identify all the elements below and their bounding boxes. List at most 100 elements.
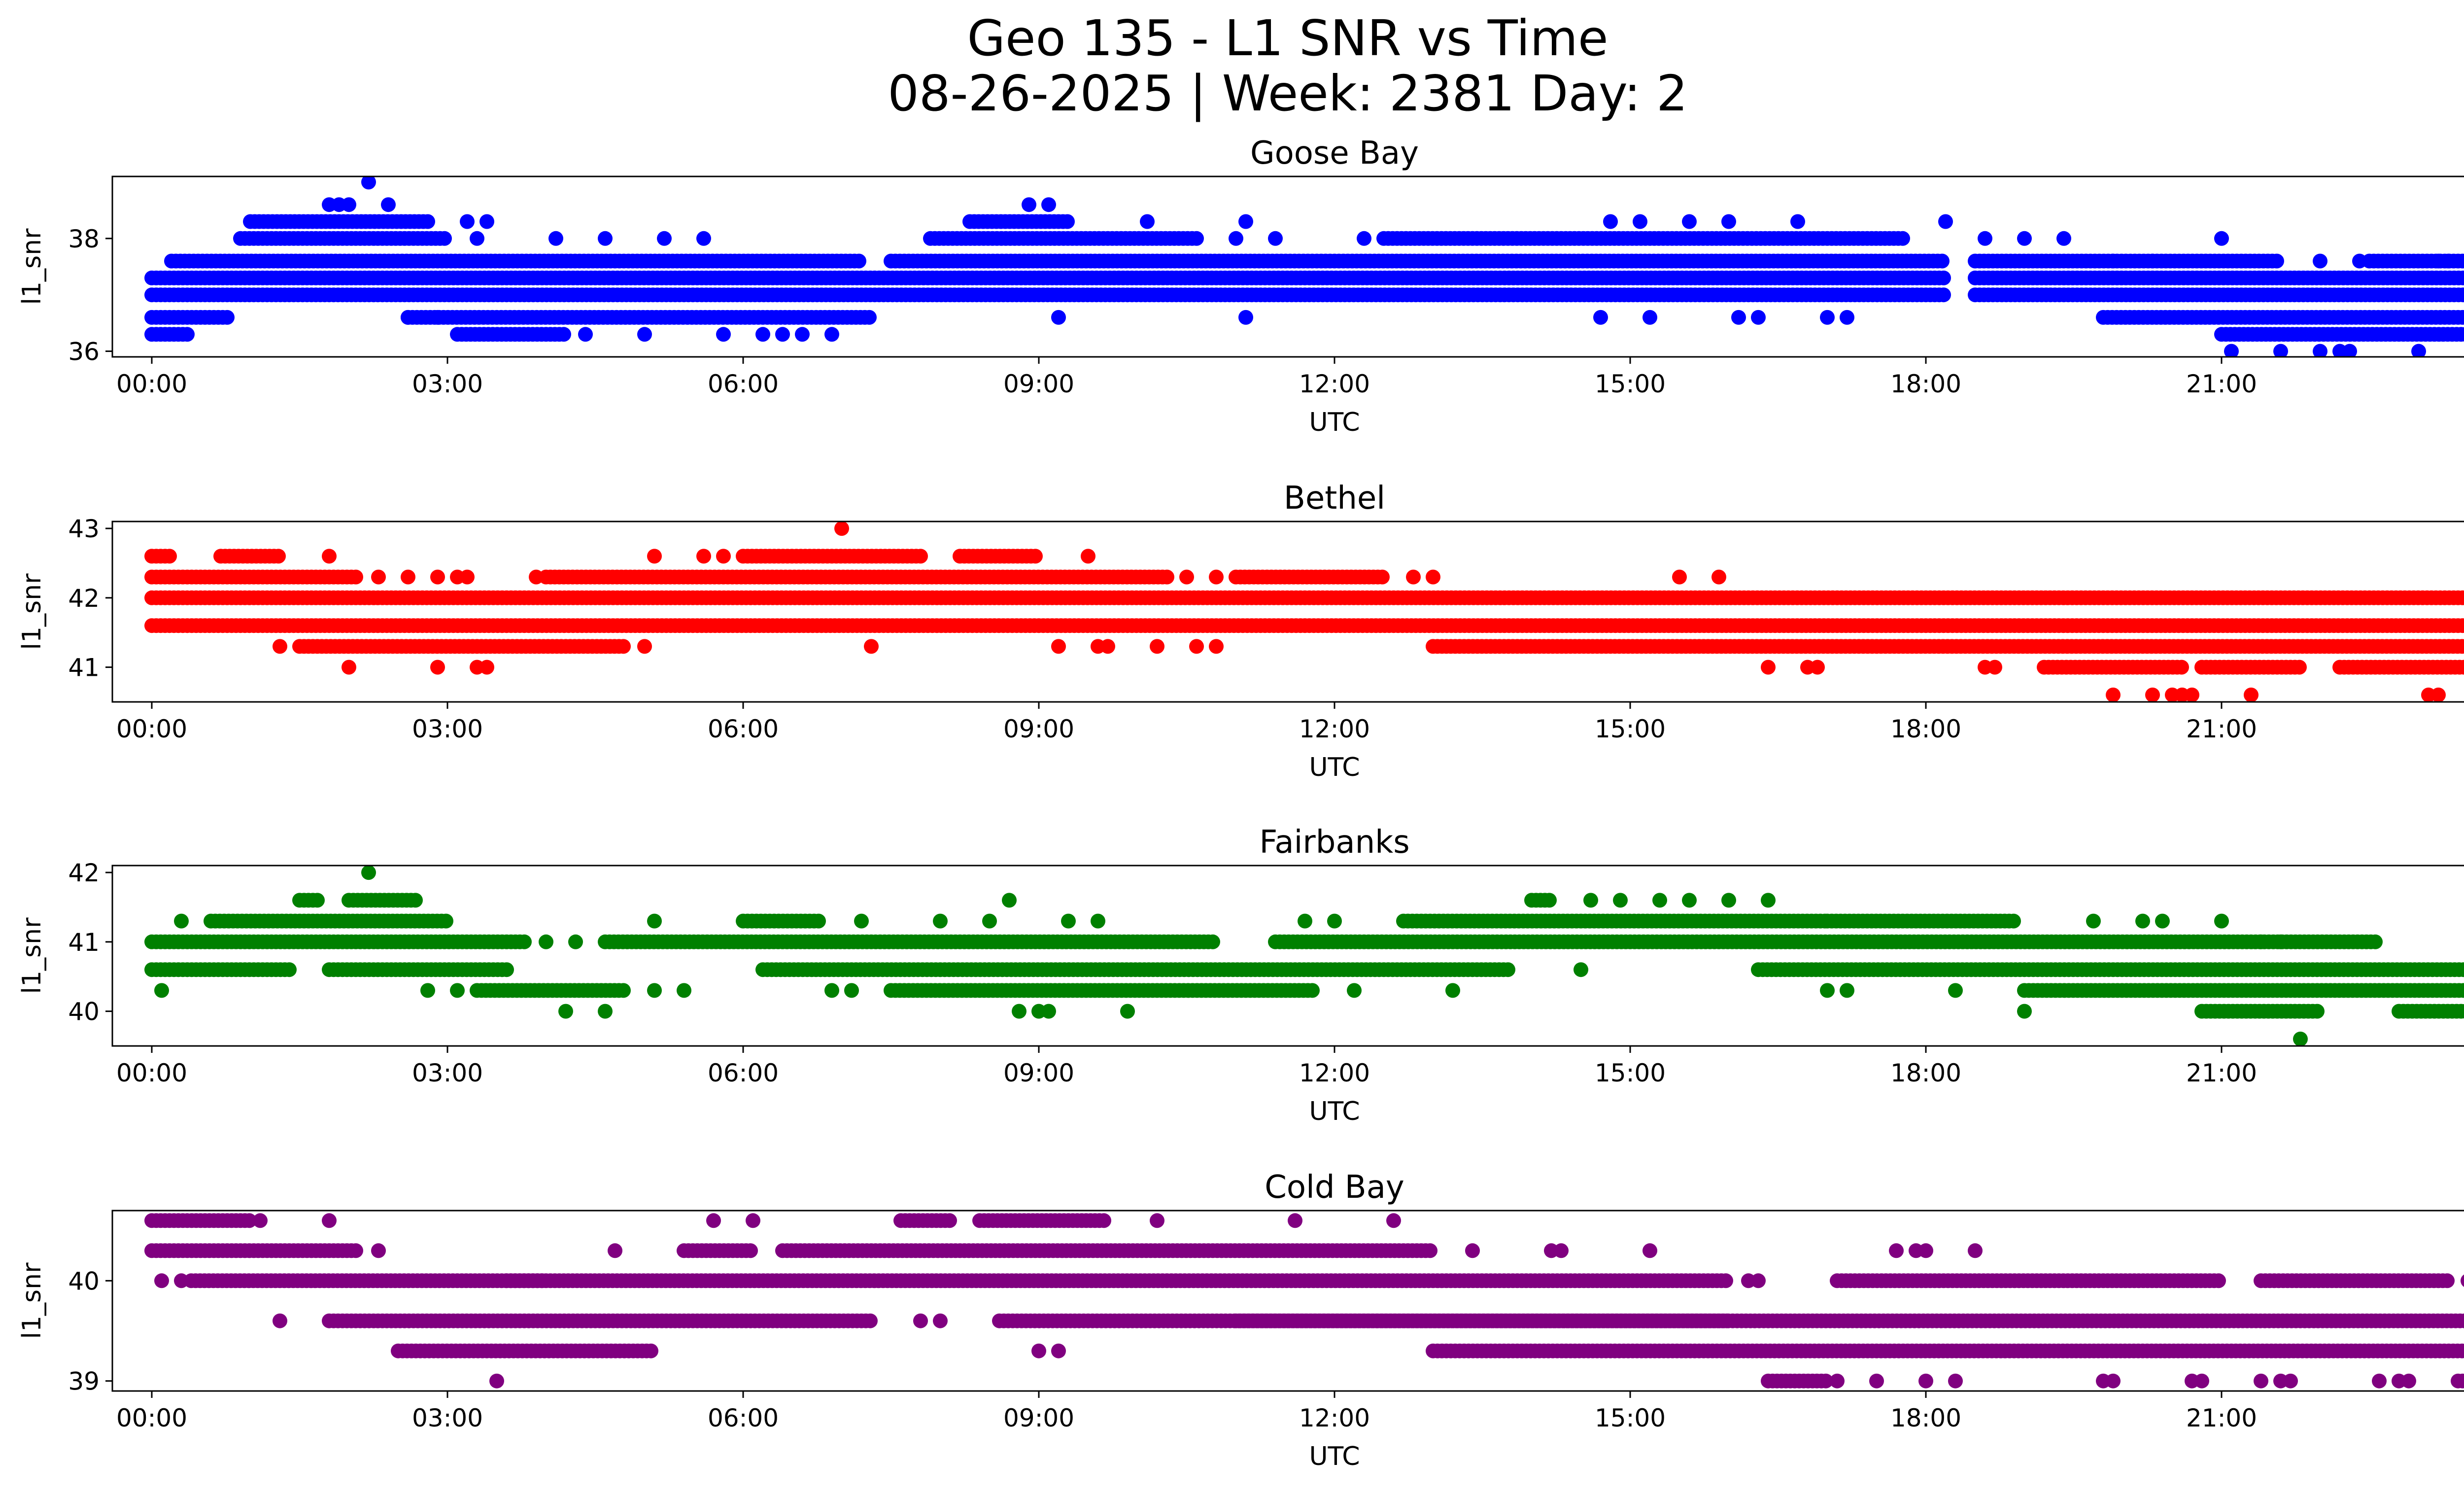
data-point <box>716 549 731 564</box>
data-point <box>1041 197 1056 212</box>
data-point <box>430 660 445 675</box>
data-point <box>1542 893 1557 908</box>
axes-frame <box>111 521 2464 703</box>
data-point <box>598 231 613 246</box>
data-point <box>162 549 177 564</box>
data-point <box>2214 231 2229 246</box>
figure-title-line1: Geo 135 - L1 SNR vs Time <box>967 9 1608 67</box>
data-point <box>2313 344 2327 357</box>
data-point <box>420 214 435 229</box>
x-axis-label: UTC <box>1309 753 1360 782</box>
data-point <box>696 549 711 564</box>
data-point <box>220 310 235 325</box>
data-point <box>716 327 731 342</box>
data-point <box>1978 231 1992 246</box>
data-point <box>381 197 396 212</box>
data-point <box>460 214 475 229</box>
data-point <box>180 327 195 342</box>
data-point <box>1426 569 1440 585</box>
data-point <box>401 310 415 325</box>
data-point <box>499 962 514 977</box>
x-tick-label: 06:00 <box>708 370 779 398</box>
data-point <box>1938 214 1953 229</box>
data-point <box>2292 660 2307 675</box>
data-point <box>2269 253 2284 269</box>
x-tick-label: 18:00 <box>1890 370 1961 398</box>
data-point <box>2463 330 2464 339</box>
data-point <box>1751 310 1766 325</box>
data-point <box>2431 687 2446 702</box>
x-tick-label: 15:00 <box>1595 715 1666 743</box>
data-point <box>2006 913 2021 929</box>
x-tick-label: 12:00 <box>1299 370 1370 398</box>
data-point <box>470 231 484 246</box>
figure-title-line2: 08-26-2025 | Week: 2381 Day: 2 <box>888 65 1688 122</box>
data-point <box>2056 231 2071 246</box>
data-point <box>2461 661 2464 673</box>
data-point <box>1022 197 1036 212</box>
data-point <box>1840 310 1854 325</box>
data-point <box>578 327 593 342</box>
data-point <box>2244 687 2259 702</box>
data-point <box>2460 619 2464 632</box>
data-point <box>864 639 879 654</box>
data-point <box>1603 214 1618 229</box>
data-point <box>2145 687 2160 702</box>
x-tick-label: 12:00 <box>1299 715 1370 743</box>
data-point <box>1209 569 1224 585</box>
data-point <box>795 327 810 342</box>
data-point <box>322 549 337 564</box>
data-point <box>2459 639 2464 654</box>
x-tick-label: 15:00 <box>1595 370 1666 398</box>
data-point <box>1406 569 1421 585</box>
data-point <box>2460 311 2464 324</box>
data-point <box>1209 639 1224 654</box>
data-point <box>1238 214 1253 229</box>
data-point <box>637 327 652 342</box>
data-point <box>1179 569 1194 585</box>
data-point <box>1238 310 1253 325</box>
x-tick-label: 18:00 <box>1890 715 1961 743</box>
y-tick-label: 36 <box>68 338 100 366</box>
data-point <box>2458 327 2464 342</box>
data-point <box>271 549 286 564</box>
data-point <box>1721 214 1736 229</box>
data-point <box>2441 253 2456 269</box>
data-point <box>2106 253 2121 269</box>
data-point <box>1150 639 1164 654</box>
x-tick-label: 21:00 <box>2186 370 2257 398</box>
data-point <box>1229 231 1243 246</box>
data-point <box>2368 934 2383 949</box>
data-point <box>852 253 866 269</box>
y-tick-label: 43 <box>68 515 100 543</box>
data-point <box>2460 591 2464 605</box>
x-tick-label: 00:00 <box>116 370 187 398</box>
data-point <box>1895 231 1910 246</box>
data-point <box>2273 344 2288 357</box>
data-point <box>1268 231 1283 246</box>
data-point <box>1633 214 1647 229</box>
data-point <box>824 327 839 342</box>
data-point <box>430 310 445 325</box>
x-tick-label: 21:00 <box>2186 715 2257 743</box>
data-point <box>1060 214 1075 229</box>
subplot-title: Fairbanks <box>1259 824 1409 861</box>
data-point <box>1189 231 1204 246</box>
data-point <box>1205 934 1220 949</box>
data-point <box>2342 344 2357 357</box>
data-marks <box>144 866 2464 1046</box>
data-point <box>1189 639 1204 654</box>
data-point <box>2185 687 2199 702</box>
data-point <box>1790 214 1805 229</box>
data-point <box>862 310 877 325</box>
data-point <box>517 934 532 949</box>
data-marks <box>144 176 2464 357</box>
y-tick-label: 38 <box>68 225 100 253</box>
data-point <box>408 893 423 908</box>
data-point <box>1643 310 1657 325</box>
data-point <box>1820 310 1835 325</box>
data-point <box>348 569 363 585</box>
x-tick-label: 06:00 <box>708 715 779 743</box>
